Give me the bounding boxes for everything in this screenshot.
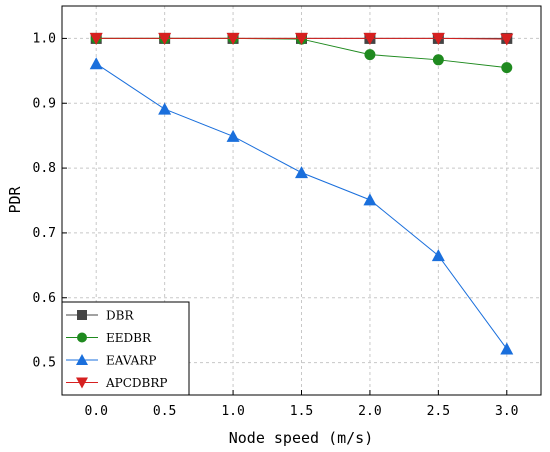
legend-label-eavarp: EAVARP xyxy=(106,354,156,368)
y-tick-label: 0.5 xyxy=(33,356,56,371)
y-tick-label: 1.0 xyxy=(33,31,56,46)
y-tick-label: 0.9 xyxy=(33,96,56,111)
data-point-apcdbrp xyxy=(158,32,172,45)
legend-label-dbr: DBR xyxy=(106,309,134,323)
legend-label-apcdbrp: APCDBRP xyxy=(105,376,167,390)
y-axis-title: PDR xyxy=(6,185,24,213)
data-point-apcdbrp xyxy=(295,32,308,45)
y-tick-label: 0.6 xyxy=(33,291,56,306)
data-point-eedbr xyxy=(364,49,376,61)
series-apcdbrp xyxy=(89,32,514,46)
legend-marker-dbr xyxy=(77,310,87,320)
data-point-eedbr xyxy=(501,62,513,74)
data-point-eavarp xyxy=(158,102,172,115)
data-point-eavarp xyxy=(295,166,308,179)
x-tick-label: 0.0 xyxy=(84,404,107,419)
x-tick-label: 2.0 xyxy=(358,404,381,419)
legend: DBR EEDBR EAVARP APCDBRP xyxy=(61,301,190,396)
data-point-apcdbrp xyxy=(431,32,445,45)
y-tick-label: 0.7 xyxy=(33,226,56,241)
legend-marker-eavarp xyxy=(76,354,88,365)
series-layer xyxy=(89,32,514,355)
data-point-eavarp xyxy=(363,193,377,206)
data-point-apcdbrp xyxy=(226,32,240,45)
data-point-apcdbrp xyxy=(363,32,377,45)
y-tick-label: 0.8 xyxy=(33,161,56,176)
x-tick-label: 1.0 xyxy=(221,404,244,419)
legend-label-eedbr: EEDBR xyxy=(106,331,152,345)
x-tick-label: 3.0 xyxy=(495,404,518,419)
series-eavarp xyxy=(89,57,514,355)
axes: 0.0 0.5 1.0 1.5 2.0 2.5 3.0 0.5 0.6 0.7 0.8 0.9 1.0 xyxy=(33,31,519,419)
data-point-eavarp xyxy=(89,57,103,70)
data-point-apcdbrp xyxy=(500,33,514,46)
data-point-apcdbrp xyxy=(89,32,103,45)
x-tick-label: 2.5 xyxy=(427,404,450,419)
legend-marker-eedbr xyxy=(77,332,87,343)
data-point-eavarp xyxy=(431,249,445,262)
data-point-eavarp xyxy=(226,129,240,142)
x-tick-label: 1.5 xyxy=(290,404,313,419)
data-point-eedbr xyxy=(432,54,444,66)
x-tick-label: 0.5 xyxy=(153,404,176,419)
data-point-eavarp xyxy=(500,342,514,355)
x-axis-title: Node speed (m/s) xyxy=(229,429,374,447)
legend-marker-apcdbrp xyxy=(76,377,88,389)
